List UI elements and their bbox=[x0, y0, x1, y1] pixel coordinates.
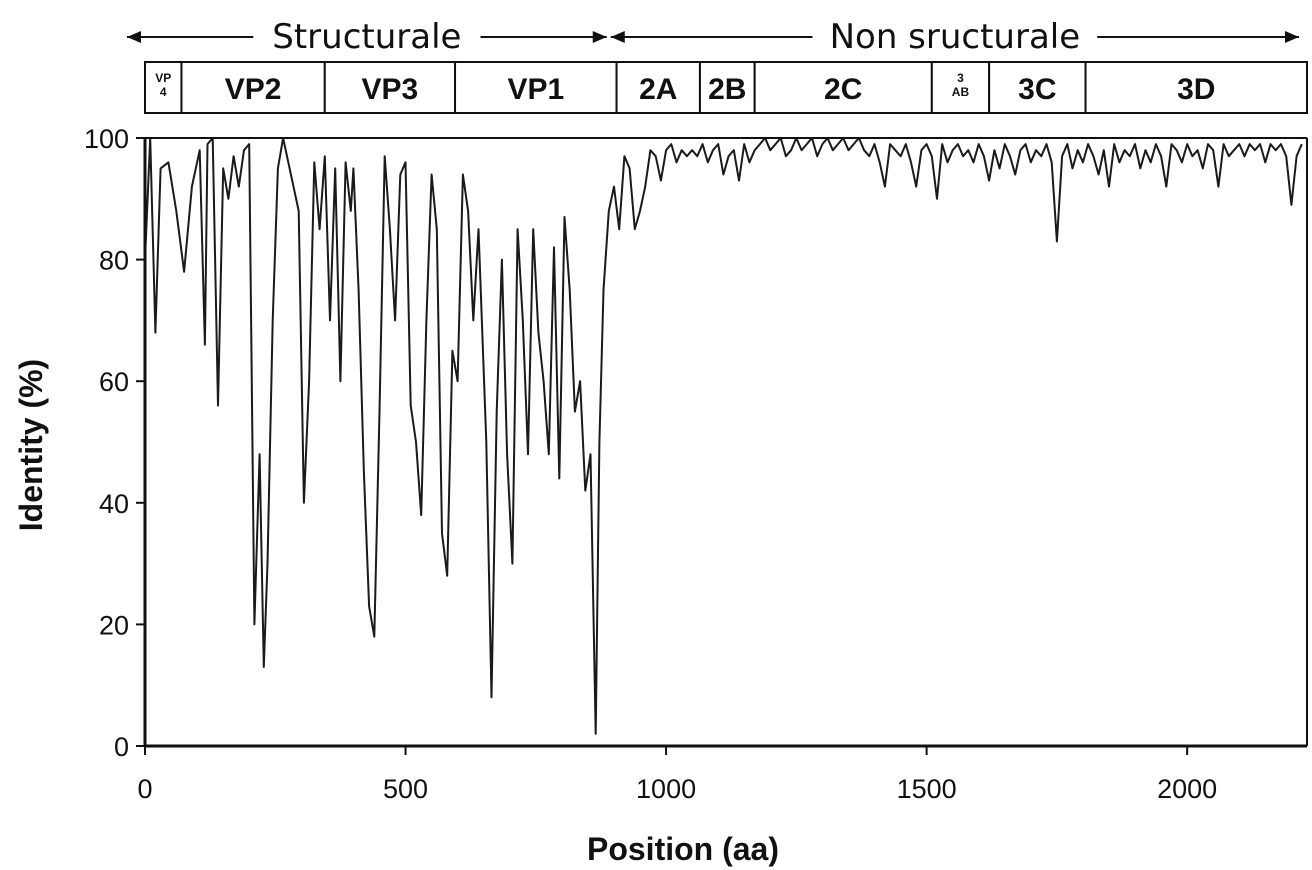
identity-series-line bbox=[144, 137, 1303, 735]
segment-box bbox=[454, 61, 618, 114]
y-tick-label: 40 bbox=[99, 489, 129, 519]
arrow-head-left bbox=[610, 31, 625, 43]
segment-box bbox=[180, 61, 326, 114]
segment-label: 2A bbox=[639, 73, 677, 106]
x-ticks: 0 500 1000 1500 2000 bbox=[137, 746, 1217, 804]
segment-label: 3C bbox=[1018, 73, 1056, 106]
y-axis-title: Identity (%) bbox=[13, 359, 49, 531]
segment-label: VP3 bbox=[362, 73, 419, 106]
x-tick-label: 2000 bbox=[1157, 774, 1217, 804]
segment-box bbox=[323, 61, 457, 114]
y-ticks: 0 20 40 60 80 100 bbox=[84, 124, 145, 762]
arrow-head-left bbox=[127, 31, 141, 43]
segment-label: VP bbox=[155, 71, 171, 85]
x-tick-label: 500 bbox=[383, 774, 428, 804]
y-tick-label: 100 bbox=[84, 124, 129, 154]
segment-label: VP2 bbox=[225, 73, 282, 106]
y-tick-label: 20 bbox=[99, 610, 129, 640]
region-arrows: Structurale Non sructurale bbox=[127, 17, 1299, 57]
segment-label: 2B bbox=[708, 73, 746, 106]
region-label: Structurale bbox=[272, 17, 461, 57]
segment-label: 2C bbox=[824, 73, 862, 106]
y-tick-label: 80 bbox=[99, 246, 129, 276]
arrow-head-right bbox=[592, 31, 607, 43]
y-tick-label: 0 bbox=[114, 732, 129, 762]
segment-label: 4 bbox=[160, 85, 167, 99]
x-tick-label: 1000 bbox=[636, 774, 696, 804]
x-tick-label: 0 bbox=[137, 774, 152, 804]
x-tick-label: 1500 bbox=[897, 774, 957, 804]
segment-label: AB bbox=[952, 85, 970, 99]
arrow-head-right bbox=[1285, 31, 1299, 43]
segment-label: 3D bbox=[1177, 73, 1215, 106]
segment-box bbox=[698, 61, 756, 114]
genome-segment-bar: VP4 VP2 VP3 VP1 2A 2B 2C 3AB 3C 3D bbox=[144, 61, 1308, 114]
plot-area: 0 500 1000 1500 2000 0 20 40 60 80 100 bbox=[84, 124, 1308, 804]
segment-box bbox=[144, 61, 183, 114]
x-axis-title: Position (aa) bbox=[587, 831, 779, 867]
segment-label: VP1 bbox=[507, 73, 564, 106]
segment-box bbox=[1084, 61, 1308, 114]
segment-label: 3 bbox=[957, 71, 964, 85]
region-label: Non sructurale bbox=[830, 17, 1081, 57]
y-tick-label: 60 bbox=[99, 367, 129, 397]
